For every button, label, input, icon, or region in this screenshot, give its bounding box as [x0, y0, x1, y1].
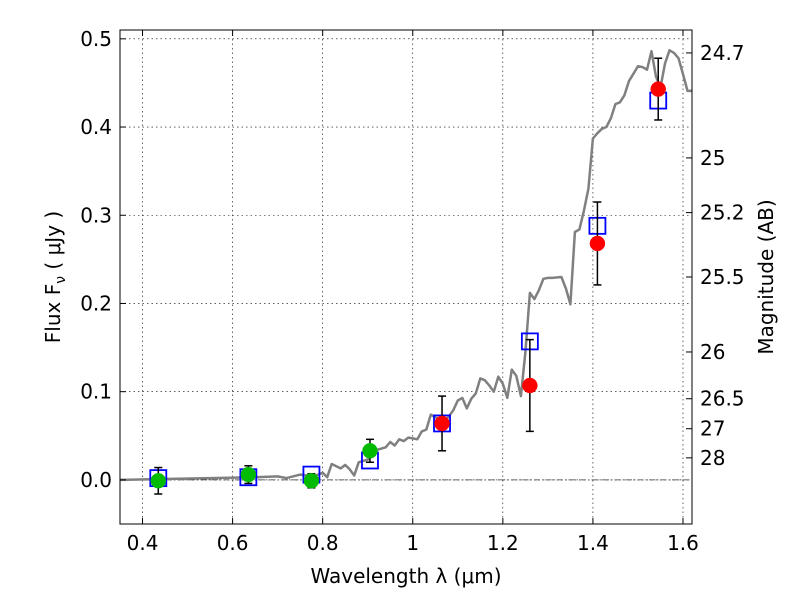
right-tick-label: 25.2 [700, 201, 745, 225]
spectrum-line [119, 49, 692, 482]
x-ticks: 0.4 0.6 0.8 1 1.2 1.4 1.6 [127, 30, 699, 555]
right-tick-label: 26 [700, 340, 725, 364]
right-tick-label: 25.5 [700, 265, 745, 289]
right-tick-label: 27 [700, 417, 725, 441]
x-tick-label: 0.8 [307, 531, 339, 555]
grid [120, 30, 692, 524]
x-tick-label: 1.6 [667, 531, 699, 555]
right-tick-label: 24.7 [700, 41, 745, 65]
x-tick-label: 1 [406, 531, 419, 555]
right-tick-label: 28 [700, 446, 725, 470]
upper-limit-photometry-point [240, 466, 257, 483]
y-tick-label: 0.2 [80, 291, 112, 315]
x-tick-label: 0.6 [217, 531, 249, 555]
y-tick-label: 0.1 [80, 380, 112, 404]
spectrum-series [119, 49, 692, 482]
right-axis-label: Magnitude (AB) [754, 199, 778, 354]
detected-photometry-point [434, 415, 450, 432]
right-tick-label: 26.5 [700, 387, 745, 411]
errorbars [154, 57, 663, 495]
upper-limit-photometry-point [303, 473, 320, 489]
y-tick-label: 0.4 [80, 115, 112, 139]
x-tick-label: 0.4 [127, 531, 159, 555]
y-tick-label: 0.5 [80, 27, 112, 51]
y-axis-label-sub: ν [53, 276, 69, 284]
x-tick-label: 1.2 [487, 531, 519, 555]
detected-photometry-point [650, 81, 666, 97]
y-tick-label: 0.3 [80, 203, 112, 227]
x-tick-label: 1.4 [577, 531, 609, 555]
x-axis-label: Wavelength λ (μm) [310, 564, 501, 588]
detected-photometry-point [589, 235, 606, 252]
observed-photometry-series [150, 81, 666, 489]
y-axis-label-main: Flux F [41, 284, 65, 343]
model-photometry-series [149, 91, 668, 488]
right-tick-label: 25 [700, 146, 725, 170]
y-axis-label-unit: ( μJy ) [41, 211, 65, 276]
y-axis-label: Flux Fν ( μJy ) [41, 211, 69, 343]
y-ticks: 0.0 0.1 0.2 0.3 0.4 0.5 [80, 27, 126, 492]
right-ticks: 24.7 25 25.2 25.5 26 26.5 27 28 [686, 41, 745, 470]
detected-photometry-point [522, 377, 538, 394]
plot-frame [119, 29, 693, 525]
upper-limit-photometry-point [150, 473, 167, 489]
y-tick-label: 0.0 [80, 468, 112, 492]
upper-limit-photometry-point [362, 443, 378, 459]
